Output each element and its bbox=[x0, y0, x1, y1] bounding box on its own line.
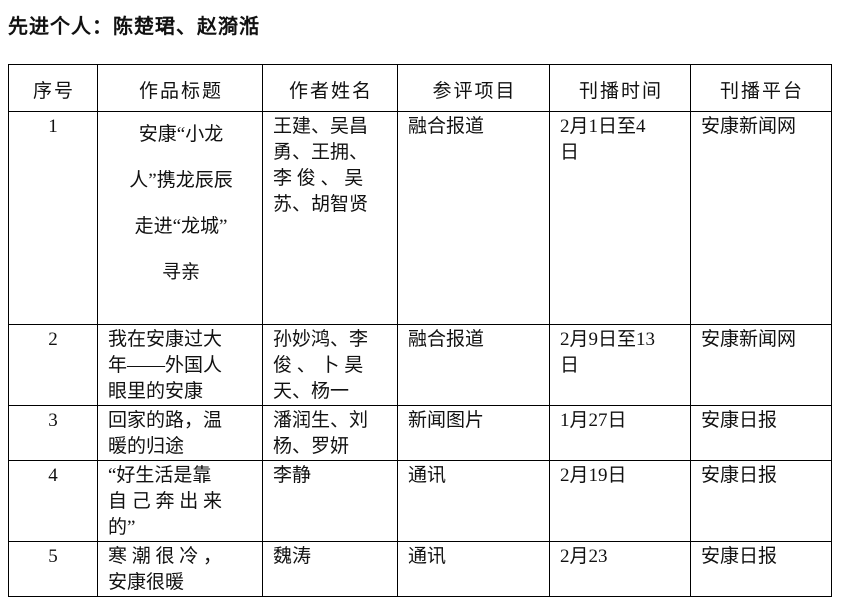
cell-no-value: 2 bbox=[48, 329, 58, 350]
cell-title-line: 安康“小龙 bbox=[138, 124, 224, 145]
cell-platform-line: 安康日报 bbox=[701, 410, 778, 431]
cell-authors: 王建、吴昌勇、王拥、李 俊 、 吴苏、胡智贤 bbox=[262, 111, 398, 325]
cell-title-line: 自 己 奔 出 来 bbox=[108, 491, 223, 512]
table-row: 3 回家的路，温 暖的归途 潘润生、刘 杨、罗妍 新闻图片 1月27日 安康日报 bbox=[8, 405, 832, 461]
cell-no: 2 bbox=[8, 324, 98, 406]
cell-category-line: 融合报道 bbox=[408, 329, 485, 350]
cell-title: 回家的路，温 暖的归途 bbox=[97, 405, 263, 461]
cell-title-line: 人”携龙辰辰 bbox=[129, 170, 233, 191]
table-row: 1 安康“小龙人”携龙辰辰 走进“龙城” 寻亲 王建、吴昌勇、王拥、李 俊 、 吴苏、胡… bbox=[8, 111, 832, 325]
cell-date-line: 日 bbox=[560, 142, 580, 163]
cell-authors: 孙妙鸿、李俊 、 卜 昊天、杨一 bbox=[262, 324, 398, 406]
cell-no-value: 4 bbox=[48, 465, 58, 486]
cell-date: 2月9日至13 日 bbox=[549, 324, 691, 406]
cell-authors-line: 李静 bbox=[273, 465, 312, 486]
cell-authors: 潘润生、刘 杨、罗妍 bbox=[262, 405, 398, 461]
cell-no-value: 3 bbox=[48, 410, 58, 431]
cell-title: 安康“小龙人”携龙辰辰 走进“龙城” 寻亲 bbox=[97, 111, 263, 325]
cell-category-line: 融合报道 bbox=[408, 116, 485, 137]
cell-title-line: 安康很暖 bbox=[108, 572, 185, 593]
cell-date: 1月27日 bbox=[549, 405, 691, 461]
cell-date-line: 1月27日 bbox=[560, 410, 627, 431]
cell-category-line: 新闻图片 bbox=[408, 410, 485, 431]
cell-authors-line: 苏、胡智贤 bbox=[273, 194, 369, 215]
cell-category-line: 通讯 bbox=[408, 465, 447, 486]
cell-date: 2月19日 bbox=[549, 460, 691, 542]
cell-authors-line: 天、杨一 bbox=[273, 381, 350, 402]
cell-platform-line: 安康新闻网 bbox=[701, 329, 797, 350]
cell-no: 5 bbox=[8, 541, 98, 597]
table-header-row: 序号 作品标题 作者姓名 参评项目 刊播时间 刊播平台 bbox=[8, 64, 832, 112]
cell-date: 2月23 bbox=[549, 541, 691, 597]
cell-title: 寒 潮 很 冷 ， 安康很暖 bbox=[97, 541, 263, 597]
cell-date-line: 2月9日至13 bbox=[560, 329, 656, 350]
cell-date-line: 2月23 bbox=[560, 546, 608, 567]
cell-platform: 安康日报 bbox=[690, 460, 832, 542]
section-title: 先进个人：陈楚珺、赵漪湉 bbox=[8, 16, 260, 38]
cell-authors-line: 李 俊 、 吴 bbox=[273, 168, 364, 189]
cell-date-line: 2月1日至4 bbox=[560, 116, 646, 137]
cell-title-line: 寻亲 bbox=[161, 262, 200, 283]
cell-authors-line: 俊 、 卜 昊 bbox=[273, 355, 364, 376]
header-platform: 刊播平台 bbox=[690, 64, 832, 112]
cell-category-line: 通讯 bbox=[408, 546, 447, 567]
cell-platform: 安康新闻网 bbox=[690, 111, 832, 325]
table-row: 4 “好生活是靠自 己 奔 出 来的” 李静 通讯 2月19日 安康日报 bbox=[8, 460, 832, 542]
awards-table: 序号 作品标题 作者姓名 参评项目 刊播时间 刊播平台 1 安康“小龙人”携龙辰辰… bbox=[8, 64, 832, 597]
cell-title-line: 眼里的安康 bbox=[108, 381, 204, 402]
cell-title-line: “好生活是靠 bbox=[108, 465, 212, 486]
cell-authors-line: 杨、罗妍 bbox=[273, 436, 350, 457]
cell-title-line: 的” bbox=[108, 517, 136, 538]
cell-authors-line: 潘润生、刘 bbox=[273, 410, 369, 431]
cell-platform: 安康新闻网 bbox=[690, 324, 832, 406]
cell-authors-line: 王建、吴昌 bbox=[273, 116, 369, 137]
header-authors: 作者姓名 bbox=[262, 64, 398, 112]
cell-title: 我在安康过大 年——外国人 眼里的安康 bbox=[97, 324, 263, 406]
cell-category: 通讯 bbox=[397, 460, 550, 542]
cell-platform: 安康日报 bbox=[690, 541, 832, 597]
cell-title-line: 走进“龙城” bbox=[134, 216, 228, 237]
cell-category: 通讯 bbox=[397, 541, 550, 597]
cell-category: 新闻图片 bbox=[397, 405, 550, 461]
cell-platform-line: 安康日报 bbox=[701, 465, 778, 486]
cell-date-line: 2月19日 bbox=[560, 465, 627, 486]
header-date: 刊播时间 bbox=[549, 64, 691, 112]
header-category: 参评项目 bbox=[397, 64, 550, 112]
cell-authors-line: 勇、王拥、 bbox=[273, 142, 369, 163]
cell-platform-line: 安康日报 bbox=[701, 546, 778, 567]
cell-category: 融合报道 bbox=[397, 111, 550, 325]
cell-title-line: 回家的路，温 bbox=[108, 410, 223, 431]
cell-title-line: 我在安康过大 bbox=[108, 329, 223, 350]
cell-category: 融合报道 bbox=[397, 324, 550, 406]
cell-platform: 安康日报 bbox=[690, 405, 832, 461]
header-no: 序号 bbox=[8, 64, 98, 112]
cell-title: “好生活是靠自 己 奔 出 来的” bbox=[97, 460, 263, 542]
cell-no-value: 5 bbox=[48, 546, 58, 567]
cell-no: 1 bbox=[8, 111, 98, 325]
cell-date-line: 日 bbox=[560, 355, 580, 376]
cell-no: 4 bbox=[8, 460, 98, 542]
cell-authors-line: 魏涛 bbox=[273, 546, 312, 567]
cell-title-line: 寒 潮 很 冷 ， bbox=[108, 546, 223, 567]
cell-date: 2月1日至4 日 bbox=[549, 111, 691, 325]
cell-authors-line: 孙妙鸿、李 bbox=[273, 329, 369, 350]
cell-platform-line: 安康新闻网 bbox=[701, 116, 797, 137]
cell-authors: 魏涛 bbox=[262, 541, 398, 597]
cell-no-value: 1 bbox=[48, 116, 58, 137]
cell-title-line: 年——外国人 bbox=[108, 355, 223, 376]
header-title: 作品标题 bbox=[97, 64, 263, 112]
cell-title-line: 暖的归途 bbox=[108, 436, 185, 457]
table-row: 2 我在安康过大 年——外国人 眼里的安康 孙妙鸿、李俊 、 卜 昊天、杨一 融合报道 2月… bbox=[8, 324, 832, 406]
cell-authors: 李静 bbox=[262, 460, 398, 542]
table-row: 5 寒 潮 很 冷 ， 安康很暖 魏涛 通讯 2月23 安康日报 bbox=[8, 541, 832, 597]
cell-no: 3 bbox=[8, 405, 98, 461]
